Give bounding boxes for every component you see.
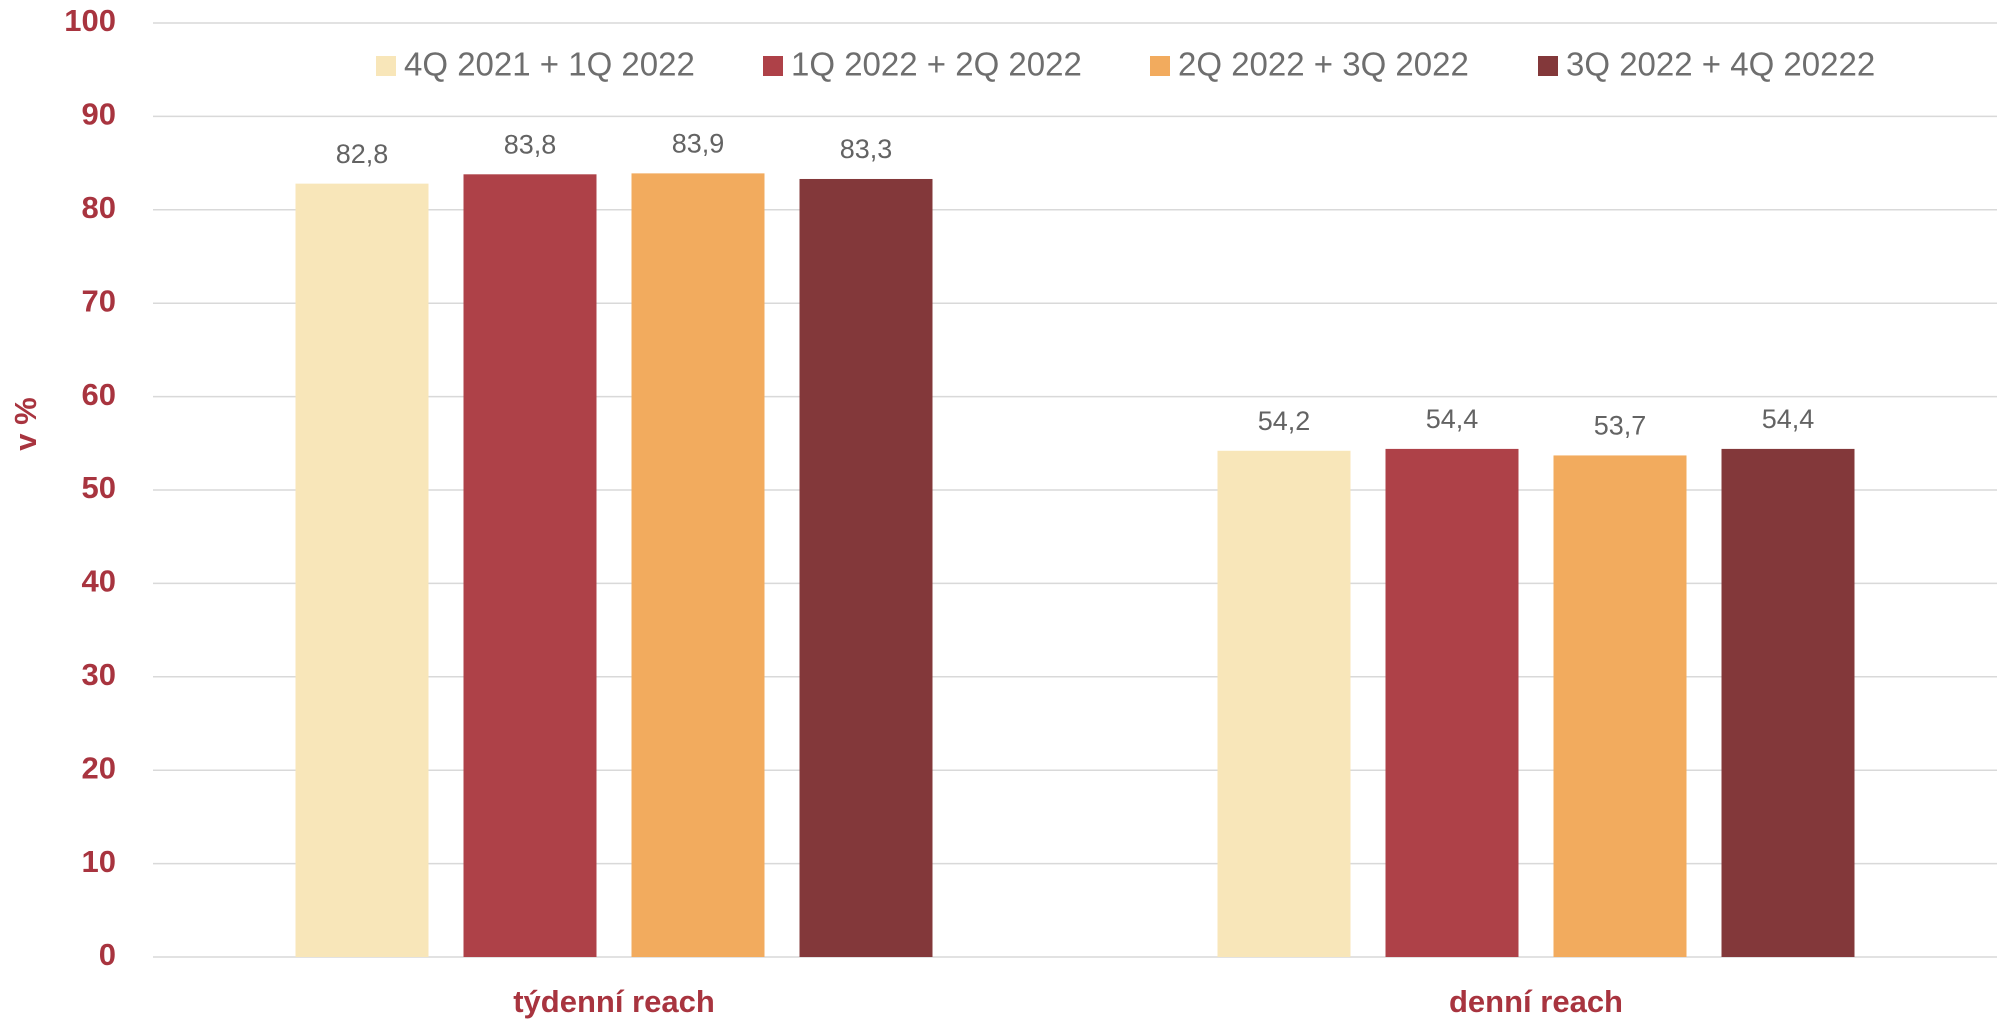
y-tick-label: 50 (82, 470, 116, 505)
bar (295, 183, 429, 957)
y-tick-label: 0 (99, 937, 116, 972)
legend-label: 4Q 2021 + 1Q 2022 (404, 46, 695, 83)
y-tick-label: 30 (82, 657, 116, 692)
y-tick-label: 80 (82, 190, 116, 225)
bar (799, 178, 933, 957)
y-tick-label: 40 (82, 564, 116, 599)
data-label: 83,8 (504, 129, 557, 159)
bar (1385, 448, 1519, 957)
data-label: 54,2 (1258, 406, 1311, 436)
y-tick-label: 10 (82, 844, 116, 879)
bar (631, 173, 765, 957)
data-label: 82,8 (336, 139, 389, 169)
legend-label: 2Q 2022 + 3Q 2022 (1178, 46, 1469, 83)
x-tick-label: denní reach (1449, 984, 1623, 1019)
legend-label: 3Q 2022 + 4Q 20222 (1566, 46, 1875, 83)
bar (1721, 448, 1855, 957)
data-label: 83,9 (672, 128, 725, 158)
data-label: 83,3 (840, 134, 893, 164)
bar (463, 174, 597, 958)
y-tick-label: 60 (82, 377, 116, 412)
legend-swatch (376, 56, 396, 76)
bar (1553, 455, 1687, 957)
legend-swatch (763, 56, 783, 76)
legend-swatch (1538, 56, 1558, 76)
legend-label: 1Q 2022 + 2Q 2022 (791, 46, 1082, 83)
data-label: 54,4 (1426, 404, 1479, 434)
y-axis-label: v % (8, 397, 43, 450)
y-tick-label: 100 (64, 3, 116, 38)
data-label: 53,7 (1594, 411, 1647, 441)
y-tick-label: 90 (82, 97, 116, 132)
data-label: 54,4 (1762, 404, 1815, 434)
x-tick-label: týdenní reach (513, 984, 715, 1019)
y-tick-label: 70 (82, 283, 116, 318)
bar (1217, 450, 1351, 957)
y-tick-label: 20 (82, 750, 116, 785)
legend-swatch (1150, 56, 1170, 76)
